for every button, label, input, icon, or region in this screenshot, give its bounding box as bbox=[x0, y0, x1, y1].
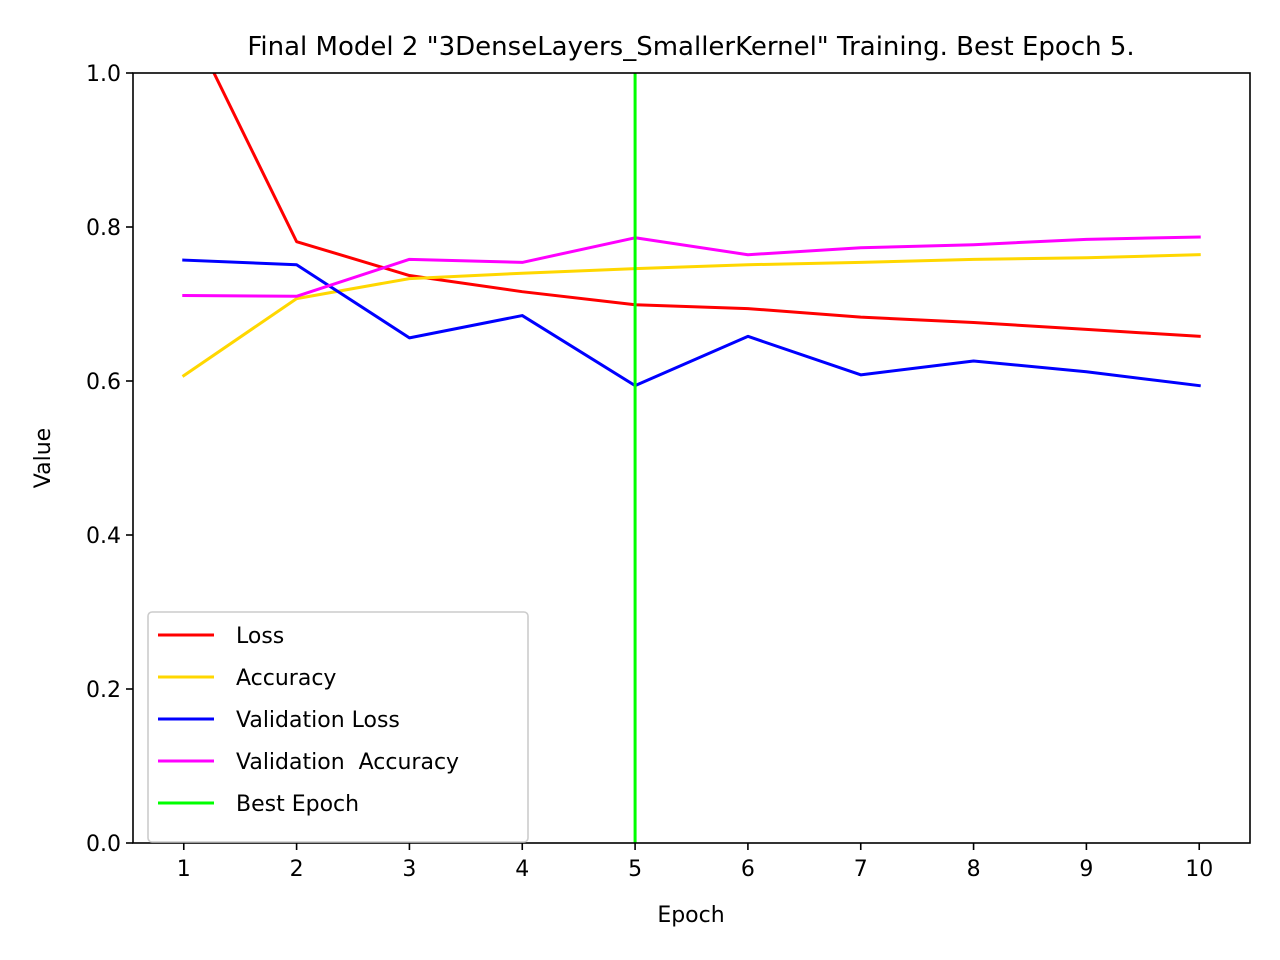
y-tick-label: 0.6 bbox=[86, 370, 121, 395]
data-point-validation-accuracy-6 bbox=[746, 253, 749, 256]
series-layer bbox=[181, 73, 1201, 843]
data-point-validation-loss-7 bbox=[859, 373, 862, 376]
data-point-loss-2 bbox=[295, 240, 298, 243]
data-point-validation-accuracy-7 bbox=[859, 246, 862, 249]
legend-label-validation-accuracy: Validation Accuracy bbox=[236, 750, 459, 775]
y-tick-label: 0.4 bbox=[86, 524, 121, 549]
data-point-validation-accuracy-4 bbox=[521, 261, 524, 264]
x-tick-label: 6 bbox=[741, 857, 755, 882]
x-tick-label: 5 bbox=[628, 857, 642, 882]
x-axis-label: Epoch bbox=[657, 903, 724, 928]
data-point-validation-loss-3 bbox=[408, 336, 411, 339]
x-tick-label: 2 bbox=[290, 857, 304, 882]
data-point-validation-loss-1 bbox=[182, 259, 185, 262]
data-point-accuracy-6 bbox=[746, 263, 749, 266]
series-line-loss bbox=[212, 73, 1201, 338]
plot-frame bbox=[132, 72, 1251, 844]
legend-label-best-epoch: Best Epoch bbox=[236, 792, 359, 817]
series-line-validation-accuracy bbox=[182, 235, 1201, 298]
legend-label-validation-loss: Validation Loss bbox=[236, 708, 400, 733]
data-point-validation-accuracy-3 bbox=[408, 258, 411, 261]
x-tick-label: 8 bbox=[967, 857, 981, 882]
legend-label-accuracy: Accuracy bbox=[236, 666, 336, 691]
data-point-validation-accuracy-1 bbox=[182, 294, 185, 297]
x-axis: 1 2 3 4 5 6 7 8 9 10 bbox=[177, 843, 1213, 882]
y-tick-label: 0.8 bbox=[86, 216, 121, 241]
data-point-accuracy-8 bbox=[972, 258, 975, 261]
data-point-accuracy-7 bbox=[859, 261, 862, 264]
data-point-loss-6 bbox=[746, 307, 749, 310]
data-point-loss-8 bbox=[972, 321, 975, 324]
chart-title: Final Model 2 "3DenseLayers_SmallerKerne… bbox=[247, 32, 1134, 62]
y-tick-label: 0.0 bbox=[86, 832, 121, 857]
data-point-validation-accuracy-9 bbox=[1085, 238, 1088, 241]
data-point-validation-loss-8 bbox=[972, 359, 975, 362]
data-point-validation-loss-6 bbox=[746, 335, 749, 338]
data-point-validation-loss-2 bbox=[295, 263, 298, 266]
y-tick-label: 1.0 bbox=[86, 62, 121, 87]
data-point-loss-7 bbox=[859, 316, 862, 319]
data-point-accuracy-4 bbox=[521, 272, 524, 275]
data-point-validation-accuracy-8 bbox=[972, 243, 975, 246]
x-tick-label: 1 bbox=[177, 857, 191, 882]
series-line-accuracy bbox=[181, 253, 1201, 378]
data-point-loss-3 bbox=[408, 274, 411, 277]
x-tick-label: 3 bbox=[402, 857, 416, 882]
data-point-validation-loss-10 bbox=[1198, 384, 1201, 387]
legend-label-loss: Loss bbox=[236, 624, 284, 649]
data-point-validation-loss-9 bbox=[1085, 370, 1088, 373]
x-tick-label: 4 bbox=[515, 857, 529, 882]
y-axis-label: Value bbox=[31, 428, 56, 488]
legend: Loss Accuracy Validation Loss Validation Ac… bbox=[147, 611, 529, 843]
y-axis: 0.0 0.2 0.4 0.6 0.8 1.0 bbox=[86, 62, 133, 857]
x-tick-label: 7 bbox=[854, 857, 868, 882]
data-point-accuracy-9 bbox=[1085, 256, 1088, 259]
data-point-loss-10 bbox=[1198, 335, 1201, 338]
data-point-loss-4 bbox=[521, 290, 524, 293]
data-point-validation-loss-4 bbox=[521, 314, 524, 317]
series-line-validation-loss bbox=[182, 258, 1201, 388]
legend-box bbox=[147, 611, 529, 843]
x-tick-label: 10 bbox=[1185, 857, 1213, 882]
data-point-accuracy-1 bbox=[182, 374, 185, 377]
data-point-validation-accuracy-2 bbox=[295, 295, 298, 298]
y-tick-label: 0.2 bbox=[86, 678, 121, 703]
data-point-validation-accuracy-10 bbox=[1198, 236, 1201, 239]
x-tick-label: 9 bbox=[1079, 857, 1093, 882]
data-point-loss-9 bbox=[1085, 328, 1088, 331]
data-point-accuracy-3 bbox=[408, 277, 411, 280]
data-point-accuracy-10 bbox=[1198, 253, 1201, 256]
